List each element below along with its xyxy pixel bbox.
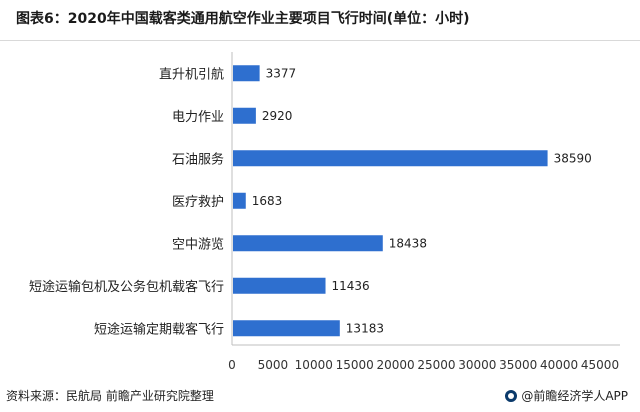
x-tick-label: 20000 bbox=[376, 358, 414, 372]
bar bbox=[233, 235, 383, 252]
brand-credit: @前瞻经济学人APP bbox=[505, 387, 628, 404]
brand-label: @前瞻经济学人APP bbox=[521, 389, 628, 403]
category-label: 空中游览 bbox=[172, 236, 224, 252]
value-label: 2920 bbox=[262, 109, 293, 123]
bar bbox=[233, 192, 246, 209]
bar bbox=[233, 320, 340, 337]
category-label: 石油服务 bbox=[172, 151, 224, 167]
x-tick-label: 15000 bbox=[336, 358, 374, 372]
source-note: 资料来源：民航局 前瞻产业研究院整理 bbox=[6, 389, 214, 403]
x-tick-label: 30000 bbox=[458, 358, 496, 372]
title-divider bbox=[0, 40, 640, 41]
x-tick-label: 35000 bbox=[499, 358, 537, 372]
bar bbox=[233, 150, 548, 167]
category-label: 电力作业 bbox=[172, 110, 224, 125]
value-label: 38590 bbox=[554, 151, 592, 165]
category-label: 医疗救护 bbox=[172, 194, 224, 210]
x-tick-label: 40000 bbox=[540, 358, 578, 372]
category-label: 直升机引航 bbox=[159, 66, 224, 82]
value-label: 1683 bbox=[252, 194, 283, 208]
value-label: 18438 bbox=[389, 236, 427, 250]
x-tick-label: 10000 bbox=[295, 358, 333, 372]
value-label: 3377 bbox=[266, 66, 297, 80]
x-tick-label: 5000 bbox=[258, 358, 289, 372]
x-tick-label: 45000 bbox=[581, 358, 619, 372]
bar bbox=[233, 107, 256, 124]
brand-logo-icon bbox=[505, 389, 518, 402]
bar bbox=[233, 277, 326, 294]
bar bbox=[233, 65, 260, 82]
x-tick-label: 0 bbox=[228, 358, 236, 372]
value-label: 11436 bbox=[332, 279, 370, 293]
x-tick-label: 25000 bbox=[417, 358, 455, 372]
chart-title: 图表6：2020年中国载客类通用航空作业主要项目飞行时间(单位：小时) bbox=[16, 11, 470, 27]
category-label: 短途运输包机及公务包机载客飞行 bbox=[29, 279, 224, 295]
category-label: 短途运输定期载客飞行 bbox=[94, 321, 224, 337]
value-label: 13183 bbox=[346, 321, 384, 335]
